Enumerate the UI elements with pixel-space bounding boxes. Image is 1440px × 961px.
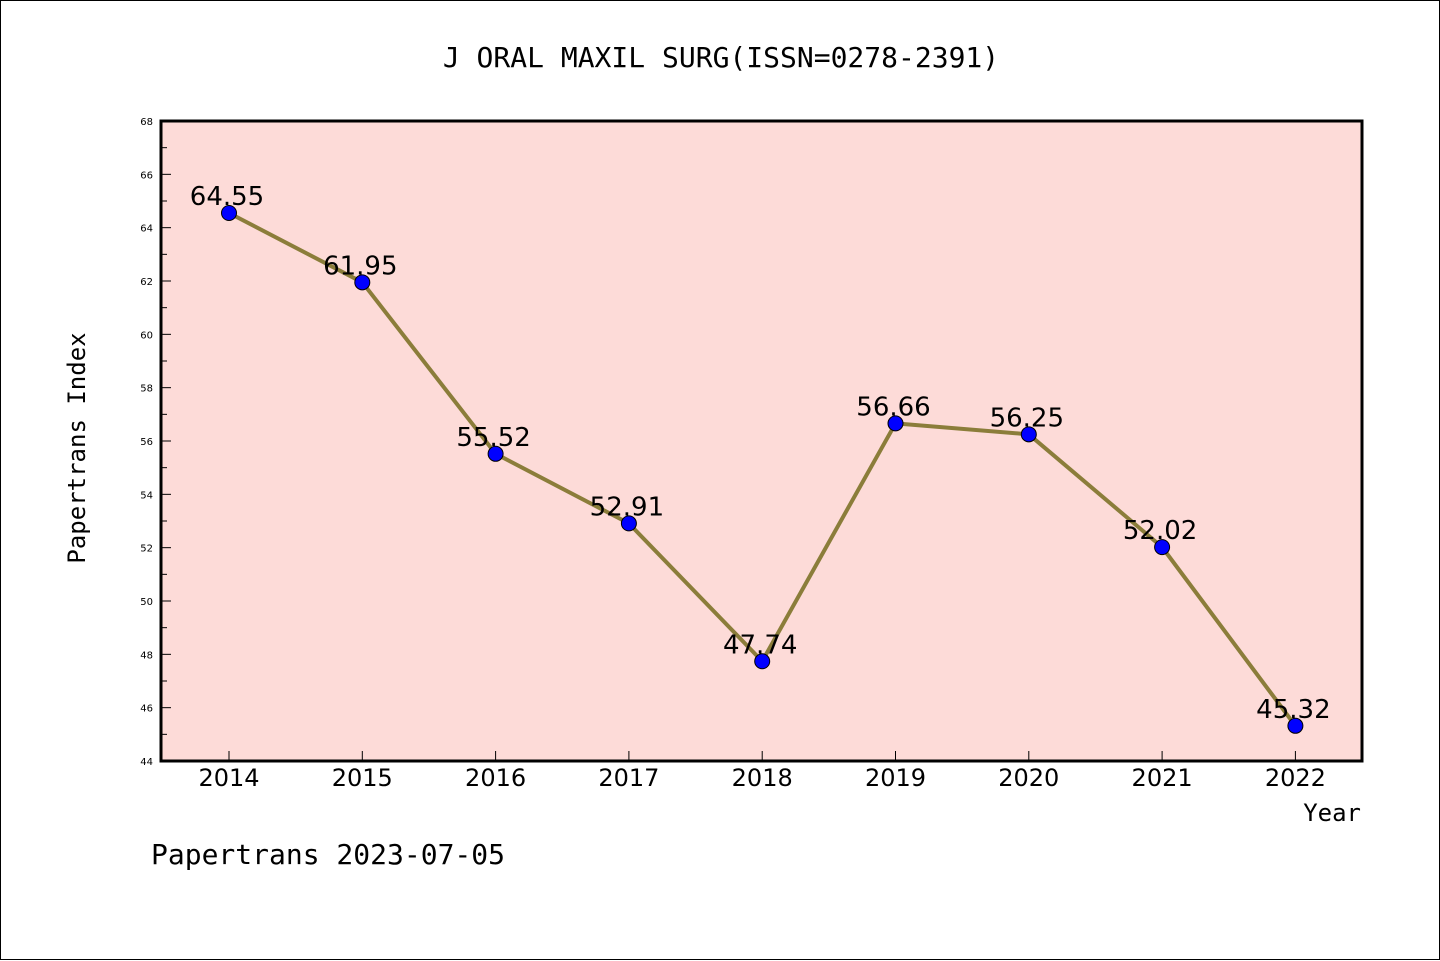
data-point [354, 274, 371, 291]
data-point [221, 205, 237, 221]
data-point [1154, 539, 1171, 556]
y-tick-label: 54 [140, 490, 153, 501]
x-axis-title: Year [1303, 799, 1361, 827]
x-tick-label: 2015 [332, 764, 393, 792]
y-tick-label: 66 [140, 170, 153, 181]
x-axis: 2014 2015 2016 2017 2018 2019 2020 2021 2022 [198, 751, 1326, 792]
x-tick-label: 2020 [998, 764, 1059, 792]
y-tick-label: 62 [140, 277, 153, 288]
data-label: 45.32 [1256, 695, 1330, 725]
y-tick-label: 64 [140, 224, 153, 235]
footer-date: Papertrans 2023-07-05 [151, 838, 505, 871]
data-point [1287, 717, 1304, 734]
y-axis: 44 46 48 50 52 54 56 58 60 62 64 66 68 [140, 117, 171, 768]
data-point [754, 653, 771, 670]
x-tick-label: 2016 [465, 764, 526, 792]
x-tick-label: 2017 [598, 764, 659, 792]
data-label: 56.66 [856, 392, 930, 422]
data-labels: 64.55 61.95 55.52 52.91 47.74 56.66 56.25 52.02… [190, 182, 1331, 725]
y-tick-label: 58 [140, 384, 153, 395]
data-point [620, 515, 637, 532]
chart-title: J ORAL MAXIL SURG(ISSN=0278-2391) [443, 41, 999, 74]
data-label: 56.25 [990, 403, 1064, 433]
x-tick-label: 2019 [865, 764, 926, 792]
data-label: 61.95 [323, 251, 397, 281]
y-tick-label: 46 [140, 704, 153, 715]
y-tick-label: 68 [140, 117, 153, 128]
y-tick-label: 52 [140, 544, 153, 555]
data-point [887, 415, 904, 432]
x-tick-label: 2021 [1132, 764, 1193, 792]
data-series [221, 205, 1304, 734]
data-point [487, 445, 504, 462]
data-label: 52.02 [1123, 516, 1197, 546]
y-tick-label: 50 [140, 597, 153, 608]
y-tick-label: 48 [140, 650, 153, 661]
y-tick-label: 56 [140, 437, 153, 448]
x-tick-label: 2014 [198, 764, 259, 792]
data-label: 55.52 [456, 423, 530, 453]
data-label: 52.91 [590, 492, 664, 522]
x-tick-label: 2022 [1265, 764, 1326, 792]
y-tick-label: 44 [140, 757, 153, 768]
x-tick-label: 2018 [732, 764, 793, 792]
y-tick-label: 60 [140, 330, 153, 341]
y-axis-title: Papertrans Index [63, 332, 91, 563]
data-label: 47.74 [723, 630, 797, 660]
data-point [1020, 426, 1037, 443]
data-label: 64.55 [190, 182, 264, 212]
